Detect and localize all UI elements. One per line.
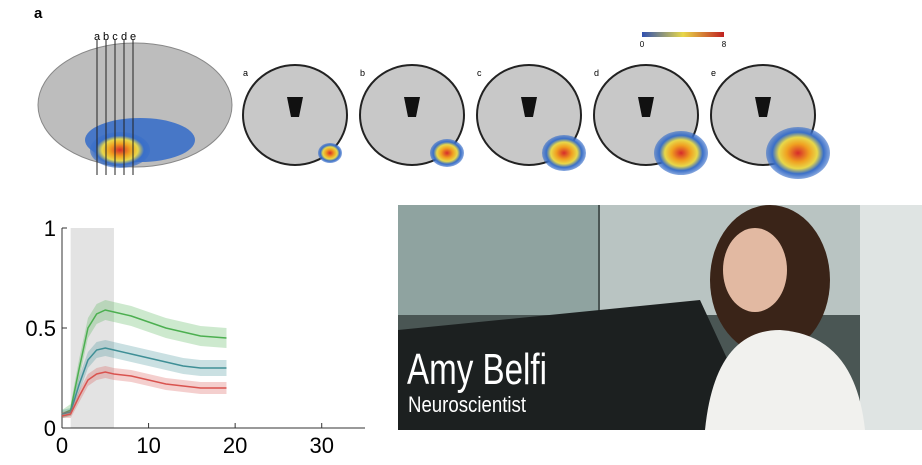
ventricle: [287, 97, 303, 117]
colorbar-tick: 8: [722, 40, 727, 49]
series-line: [61, 309, 227, 415]
activation: [90, 132, 150, 168]
y-tick-label: 1: [44, 216, 56, 241]
mixing-console: [398, 300, 760, 430]
ventricle: [755, 97, 771, 117]
x-tick-label: 20: [223, 433, 247, 458]
highlight-span: [70, 228, 114, 428]
cut-label: e: [130, 31, 136, 43]
band: [62, 366, 227, 418]
caption-role: Neuroscientist: [408, 392, 526, 417]
x-tick-label: 30: [309, 433, 333, 458]
y-tick-label: 0: [44, 416, 56, 441]
slice-label: d: [594, 68, 599, 78]
slice-label: a: [243, 68, 248, 78]
ventricle: [404, 97, 420, 117]
ventricle: [638, 97, 654, 117]
caption-name: Amy Belfi: [407, 345, 547, 394]
line-chart: 00.510 10 20 30: [25, 216, 365, 458]
activation: [430, 139, 464, 167]
window: [398, 205, 598, 315]
cut-label: d: [121, 31, 127, 43]
band: [62, 300, 227, 418]
activation: [654, 131, 708, 175]
band: [62, 340, 227, 418]
cut-label: b: [103, 31, 109, 43]
x-tick-label: 10: [136, 433, 160, 458]
cut-label: a: [94, 31, 101, 43]
y-tick-label: 0.5: [25, 316, 56, 341]
ventricle: [521, 97, 537, 117]
video-frame: Amy Belfi Neuroscientist: [398, 205, 922, 430]
series-line: [61, 371, 227, 417]
figure-label: a: [34, 5, 43, 22]
series-line: [61, 347, 227, 415]
shirt: [705, 330, 865, 430]
window: [860, 205, 922, 430]
slice-label: b: [360, 68, 365, 78]
activation: [318, 143, 342, 163]
slice-label: c: [477, 68, 482, 78]
face: [723, 228, 787, 312]
colorbar-tick: 0: [640, 40, 645, 49]
x-tick-label: 0: [56, 433, 68, 458]
colorbar: [642, 32, 724, 37]
activation: [766, 127, 830, 179]
slice-label: e: [711, 68, 716, 78]
activation: [542, 135, 586, 171]
cut-label: c: [112, 31, 118, 43]
